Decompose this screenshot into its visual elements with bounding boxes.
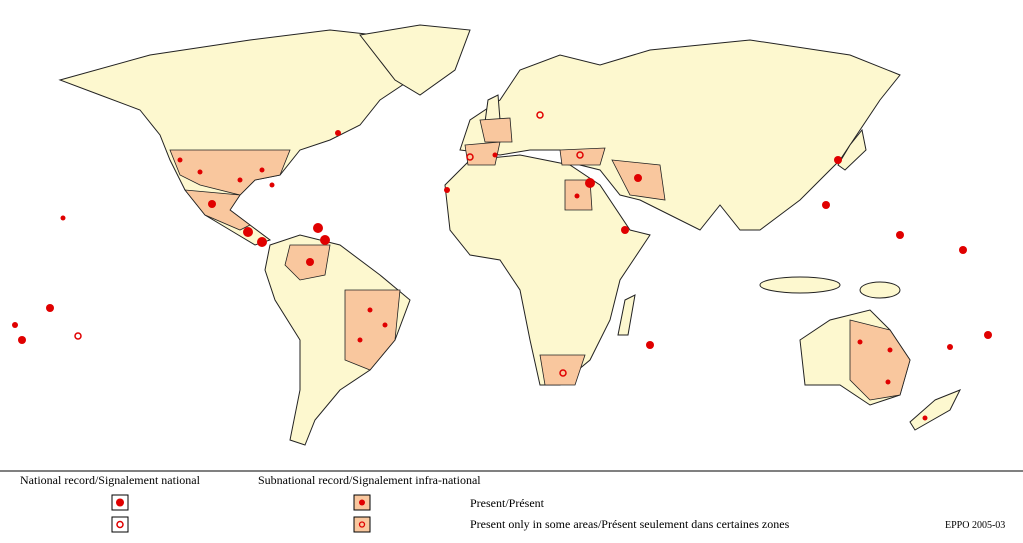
subnational-heading: Subnational record/Signalement infra-nat… xyxy=(258,473,481,487)
world-map xyxy=(12,24,992,446)
legend-label: Present only in some areas/Présent seule… xyxy=(470,517,790,531)
mexico xyxy=(184,189,251,231)
legend-label: Present/Présent xyxy=(470,496,545,510)
new-guinea xyxy=(859,281,901,299)
national-heading: National record/Signalement national xyxy=(20,473,201,487)
eurasia xyxy=(459,39,901,231)
greenland xyxy=(359,24,471,96)
records xyxy=(12,111,992,421)
brazil-east xyxy=(344,289,401,371)
indonesia xyxy=(759,276,841,294)
uk xyxy=(484,94,501,123)
usa-south xyxy=(169,149,291,196)
legend: National record/Signalement national Sub… xyxy=(20,473,1005,533)
south-america xyxy=(264,234,411,446)
france xyxy=(479,117,513,143)
credit: EPPO 2005-03 xyxy=(945,520,1005,531)
national-partial-symbol xyxy=(111,516,129,533)
australia-east xyxy=(849,319,911,401)
madagascar xyxy=(617,294,636,336)
new-zealand xyxy=(909,389,962,431)
subnational-partial-symbol xyxy=(353,516,371,533)
